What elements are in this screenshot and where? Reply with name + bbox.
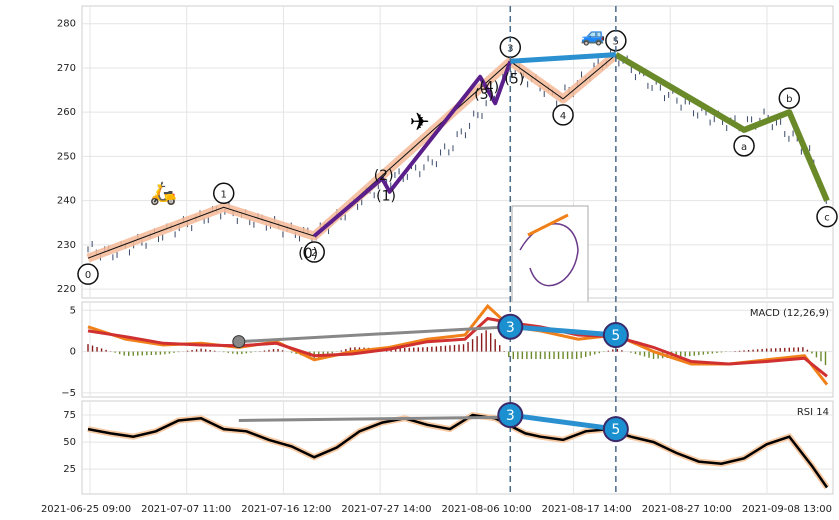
- price-frame: [81, 5, 834, 299]
- x-tick-label: 2021-07-27 14:00: [341, 504, 431, 515]
- x-tick-label: 2021-06-25 09:00: [41, 504, 131, 515]
- macd-label: MACD (12,26,9): [750, 308, 829, 319]
- overlay: 3 5 3 5: [497, 6, 629, 494]
- macd-trend-anchor: [232, 335, 246, 349]
- x-axis: 2021-06-25 09:00 2021-07-07 11:00 2021-07-…: [41, 504, 832, 515]
- wave-impulse-line: [312, 60, 513, 238]
- macd-divergence-line: [510, 324, 617, 338]
- price-panel: 220230240250260270280012345abc(0)(1)(2)(…: [57, 5, 838, 309]
- rsi-divergence-line: [509, 412, 617, 432]
- x-tick-label: 2021-08-27 10:00: [642, 504, 732, 515]
- wave-main-line: [87, 54, 617, 259]
- wave-label-b: b: [786, 94, 792, 105]
- sub-wave-label: (5): [504, 71, 524, 87]
- price-tick-label: 220: [57, 284, 76, 295]
- x-tick-label: 2021-09-08 13:00: [742, 504, 832, 515]
- macd-marker-first-label: 3: [506, 320, 515, 336]
- car-icon: 🚙: [581, 22, 606, 46]
- wave-label-c: c: [824, 213, 830, 224]
- rsi-marker-first: [497, 402, 524, 429]
- macd-frame: [81, 301, 834, 398]
- rsi-panel: 75 50 25 RSI 14: [63, 400, 834, 495]
- macd-marker-first: [497, 313, 524, 340]
- sub-wave-label: (2): [374, 168, 394, 184]
- macd-tick-label: 5: [70, 305, 76, 316]
- wave-label-circle-0: [77, 263, 99, 285]
- sub-wave-label: (3): [474, 87, 494, 103]
- rsi-line: [87, 413, 829, 489]
- wave-correction-line: [614, 52, 830, 202]
- wave-label-a: a: [741, 142, 747, 153]
- rsi-marker-second-label: 5: [611, 422, 620, 438]
- price-tick-label: 250: [57, 151, 76, 162]
- wave-label-circle-c: [816, 205, 838, 228]
- airplane-icon: ✈: [410, 108, 430, 136]
- rsi-trend-line: [238, 415, 511, 422]
- wave-label-circle-4: [552, 104, 574, 126]
- macd-marker-second-label: 5: [611, 328, 620, 344]
- wave-label-5: 5: [613, 37, 619, 48]
- macd-trend-line: [238, 325, 511, 344]
- price-tick-label: 260: [57, 107, 76, 118]
- wave-label-circle-b: [778, 87, 801, 109]
- macd-tick-label: 0: [70, 347, 76, 358]
- rsi-tick-label: 25: [63, 464, 76, 475]
- inset-bar: [527, 213, 569, 237]
- wave-label-0: 0: [85, 270, 91, 281]
- macd-tick-label: −5: [61, 388, 76, 399]
- wave-label-1: 1: [221, 189, 227, 200]
- wave-label-4: 4: [560, 111, 566, 122]
- rsi-marker-second: [602, 416, 629, 443]
- rsi-label: RSI 14: [797, 407, 829, 418]
- price-tick-label: 270: [57, 63, 76, 74]
- macd-panel: 5 0 −5 MACD (12,26,9): [61, 301, 834, 399]
- wave-3-5-link: [510, 52, 617, 64]
- wave-label-circle-1: [212, 182, 235, 205]
- price-tick-label: 230: [57, 240, 76, 251]
- sub-wave-label: (0): [298, 246, 318, 262]
- rsi-tick-label: 75: [63, 410, 76, 421]
- price-tick-label: 240: [57, 196, 76, 207]
- wave-label-2: 2: [311, 248, 317, 259]
- macd-marker-second: [602, 322, 629, 349]
- sub-wave-label: (1): [376, 189, 396, 205]
- x-tick-label: 2021-07-07 11:00: [141, 504, 231, 515]
- price-tick-label: 280: [57, 19, 76, 30]
- wave-label-circle-a: [733, 135, 755, 157]
- x-tick-label: 2021-07-16 12:00: [241, 504, 331, 515]
- rsi-tick-label: 50: [63, 437, 76, 448]
- rsi-marker-first-label: 3: [506, 408, 515, 424]
- wave-label-circle-2: [303, 241, 325, 263]
- x-tick-label: 2021-08-17 14:00: [542, 504, 632, 515]
- x-tick-label: 2021-08-06 10:00: [442, 504, 532, 515]
- sub-wave-label: (4): [479, 79, 499, 95]
- scooter-icon: 🛵: [150, 181, 177, 207]
